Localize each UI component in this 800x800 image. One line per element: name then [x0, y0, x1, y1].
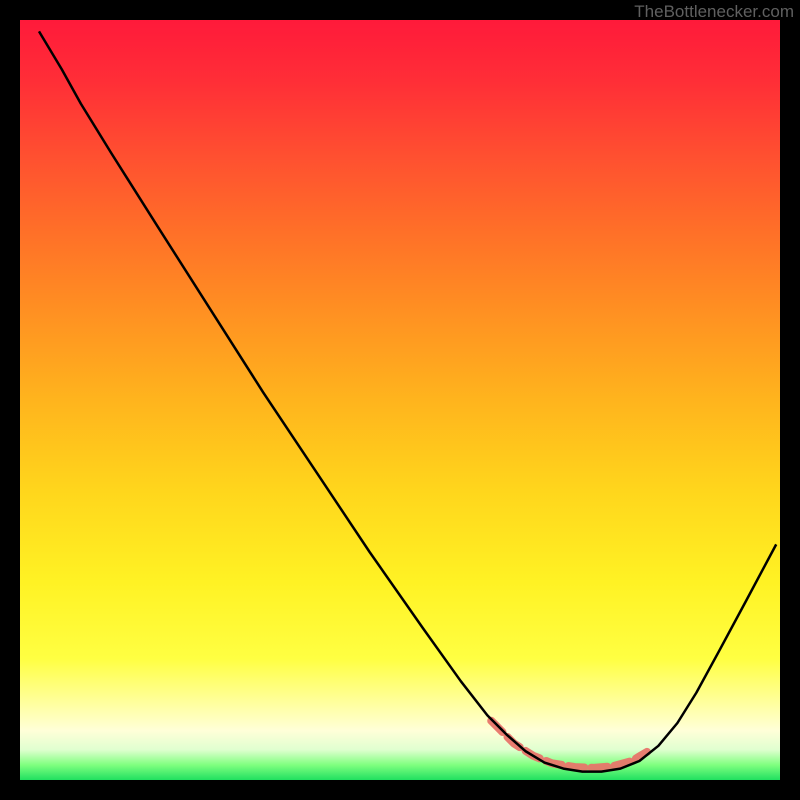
chart-container: [20, 20, 780, 780]
chart-svg: [20, 20, 780, 780]
watermark-text: TheBottlenecker.com: [634, 2, 794, 22]
gradient-background: [20, 20, 780, 780]
